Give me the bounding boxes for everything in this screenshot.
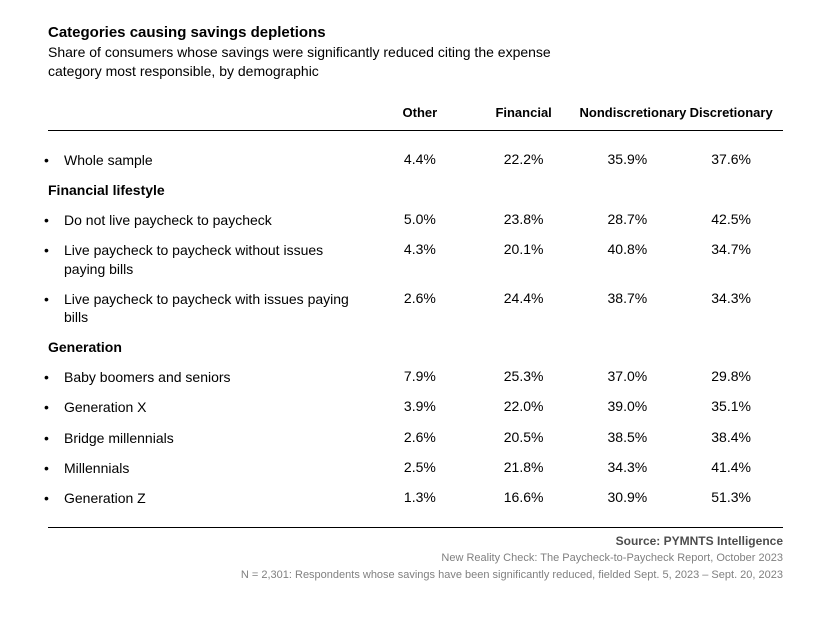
spacer-row [48, 131, 783, 145]
data-cell: 42.5% [679, 205, 783, 235]
data-cell: 35.9% [576, 145, 680, 175]
row-label: Do not live paycheck to paycheck [48, 205, 368, 235]
data-cell: 20.5% [472, 423, 576, 453]
table-row: Live paycheck to paycheck without issues… [48, 235, 783, 283]
data-cell: 1.3% [368, 483, 472, 513]
data-cell: 37.0% [576, 362, 680, 392]
data-cell: 39.0% [576, 392, 680, 422]
spacer-row [48, 513, 783, 528]
data-cell: 5.0% [368, 205, 472, 235]
data-cell: 24.4% [472, 284, 576, 332]
column-header: Discretionary [679, 99, 783, 131]
data-cell [368, 332, 472, 362]
data-cell: 2.5% [368, 453, 472, 483]
row-label: Whole sample [48, 145, 368, 175]
row-label: Millennials [48, 453, 368, 483]
data-cell: 3.9% [368, 392, 472, 422]
data-cell: 34.7% [679, 235, 783, 283]
table-row: Generation X3.9%22.0%39.0%35.1% [48, 392, 783, 422]
data-cell: 23.8% [472, 205, 576, 235]
data-cell: 38.5% [576, 423, 680, 453]
data-cell: 22.2% [472, 145, 576, 175]
footer-note: N = 2,301: Respondents whose savings hav… [48, 567, 783, 584]
table-footer: Source: PYMNTS Intelligence New Reality … [48, 532, 783, 583]
table-row: Baby boomers and seniors7.9%25.3%37.0%29… [48, 362, 783, 392]
row-label: Live paycheck to paycheck with issues pa… [48, 284, 368, 332]
data-cell: 30.9% [576, 483, 680, 513]
data-cell: 25.3% [472, 362, 576, 392]
data-cell: 40.8% [576, 235, 680, 283]
data-cell: 28.7% [576, 205, 680, 235]
row-label: Baby boomers and seniors [48, 362, 368, 392]
data-table: Other Financial Nondiscretionary Discret… [48, 99, 783, 528]
data-cell: 4.3% [368, 235, 472, 283]
data-cell: 2.6% [368, 284, 472, 332]
section-row: Generation [48, 332, 783, 362]
row-label: Live paycheck to paycheck without issues… [48, 235, 368, 283]
data-cell [576, 175, 680, 205]
data-cell: 21.8% [472, 453, 576, 483]
footer-report: New Reality Check: The Paycheck-to-Paych… [48, 550, 783, 567]
data-cell: 41.4% [679, 453, 783, 483]
column-header: Financial [472, 99, 576, 131]
row-label: Generation [48, 332, 368, 362]
data-cell: 22.0% [472, 392, 576, 422]
table-row: Live paycheck to paycheck with issues pa… [48, 284, 783, 332]
table-row: Whole sample4.4%22.2%35.9%37.6% [48, 145, 783, 175]
table-row: Do not live paycheck to paycheck5.0%23.8… [48, 205, 783, 235]
data-cell: 16.6% [472, 483, 576, 513]
row-label: Financial lifestyle [48, 175, 368, 205]
report-container: Categories causing savings depletions Sh… [0, 0, 819, 607]
data-cell [368, 175, 472, 205]
data-cell [472, 332, 576, 362]
row-label: Generation X [48, 392, 368, 422]
footer-rule [48, 528, 783, 529]
data-cell: 35.1% [679, 392, 783, 422]
table-row: Generation Z1.3%16.6%30.9%51.3% [48, 483, 783, 513]
data-cell [576, 332, 680, 362]
data-cell [472, 175, 576, 205]
data-cell: 2.6% [368, 423, 472, 453]
column-header: Nondiscretionary [576, 99, 680, 131]
data-cell [679, 332, 783, 362]
data-cell: 38.4% [679, 423, 783, 453]
data-cell: 20.1% [472, 235, 576, 283]
row-label: Generation Z [48, 483, 368, 513]
data-cell: 4.4% [368, 145, 472, 175]
data-cell: 38.7% [576, 284, 680, 332]
data-cell: 7.9% [368, 362, 472, 392]
data-cell [679, 175, 783, 205]
column-header: Other [368, 99, 472, 131]
report-subtitle: Share of consumers whose savings were si… [48, 43, 568, 81]
data-cell: 34.3% [576, 453, 680, 483]
row-label: Bridge millennials [48, 423, 368, 453]
table-header-row: Other Financial Nondiscretionary Discret… [48, 99, 783, 131]
data-cell: 29.8% [679, 362, 783, 392]
data-cell: 34.3% [679, 284, 783, 332]
section-row: Financial lifestyle [48, 175, 783, 205]
data-cell: 51.3% [679, 483, 783, 513]
report-title: Categories causing savings depletions [48, 24, 783, 41]
table-row: Millennials2.5%21.8%34.3%41.4% [48, 453, 783, 483]
data-cell: 37.6% [679, 145, 783, 175]
column-header-empty [48, 99, 368, 131]
table-row: Bridge millennials2.6%20.5%38.5%38.4% [48, 423, 783, 453]
footer-source: Source: PYMNTS Intelligence [48, 532, 783, 550]
